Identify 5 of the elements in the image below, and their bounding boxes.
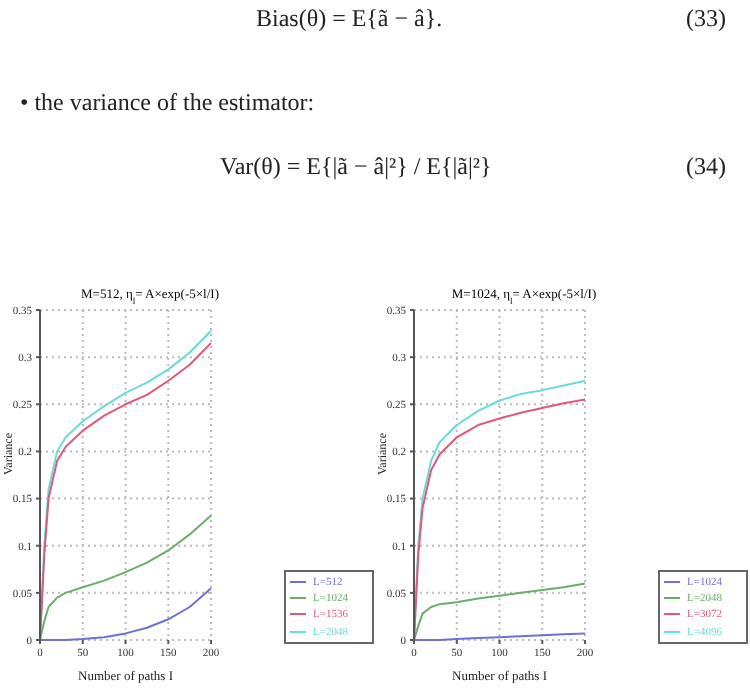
text: Var(θ) = E{|ã − â|²} / E{|ã|²} <box>220 152 492 182</box>
text: Bias(θ) = E{ã − â}. <box>256 4 443 34</box>
text: • the variance of the estimator: <box>20 88 315 118</box>
text: (34) <box>686 152 726 182</box>
text: (33) <box>686 4 726 34</box>
